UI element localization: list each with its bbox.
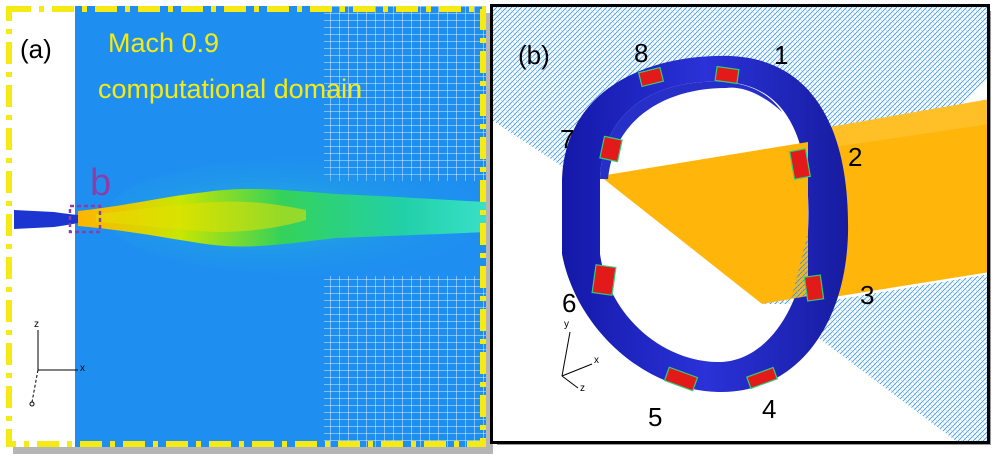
axis-x-label-a: x bbox=[80, 363, 85, 374]
probe-1 bbox=[714, 65, 740, 85]
probe-label-1: 1 bbox=[774, 40, 789, 70]
probe-6 bbox=[591, 264, 617, 296]
panel-a-title-line1: Mach 0.9 bbox=[108, 28, 220, 58]
axis-triad-a bbox=[29, 330, 78, 407]
panel-a-computational-domain: (a) Mach 0.9 computational domain b z x bbox=[6, 6, 486, 447]
probe-label-7: 7 bbox=[560, 124, 575, 154]
probe-label-4: 4 bbox=[762, 394, 777, 424]
probe-label-6: 6 bbox=[562, 288, 577, 318]
panel-b-label: (b) bbox=[518, 40, 550, 70]
probe-7 bbox=[599, 135, 623, 163]
probes bbox=[591, 65, 825, 392]
axis-z-label-b: z bbox=[580, 383, 585, 394]
panel-a-label: (a) bbox=[20, 34, 52, 64]
axis-triad-b bbox=[561, 331, 593, 389]
panel-a-graphic bbox=[6, 6, 486, 447]
mesh-plane-lower bbox=[780, 274, 990, 444]
probe-8 bbox=[637, 66, 665, 88]
axis-x-label-b: x bbox=[594, 355, 599, 366]
axis-y-label-b: y bbox=[564, 319, 569, 330]
probe-label-8: 8 bbox=[634, 38, 649, 68]
probe-5 bbox=[663, 366, 699, 392]
panel-a-border bbox=[6, 6, 486, 447]
inset-marker-box bbox=[68, 204, 102, 234]
probe-ring bbox=[562, 55, 849, 393]
panel-a-title-line2: computational domain bbox=[98, 74, 363, 104]
probe-label-3: 3 bbox=[860, 280, 875, 310]
probe-2 bbox=[788, 148, 812, 180]
inset-marker-label: b bbox=[90, 162, 112, 204]
axis-z-label-a: z bbox=[34, 319, 39, 330]
probe-4 bbox=[746, 366, 778, 390]
probe-label-5: 5 bbox=[648, 402, 663, 432]
nozzle bbox=[14, 210, 78, 229]
probe-label-2: 2 bbox=[848, 142, 863, 172]
panel-b-probe-ring: (b) 1 2 3 4 5 6 7 8 y x z bbox=[490, 4, 990, 444]
panel-b-graphic bbox=[490, 4, 990, 444]
probe-3 bbox=[803, 274, 825, 302]
